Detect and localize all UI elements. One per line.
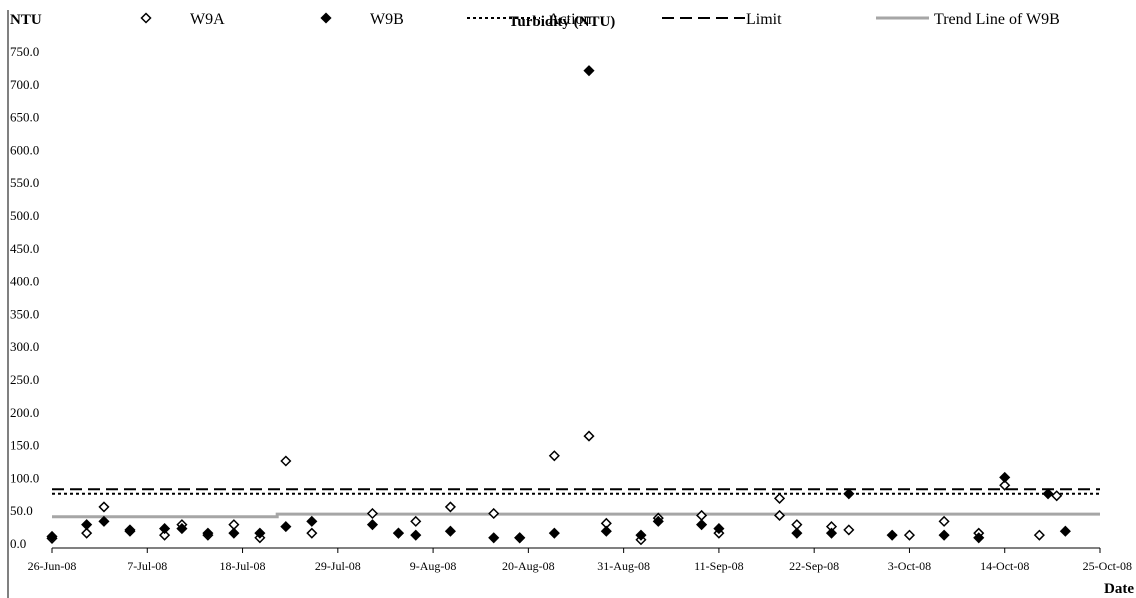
y-tick-label: 750.0 [10, 44, 39, 59]
point-w9b [713, 523, 725, 535]
point-w9a [280, 455, 292, 467]
y-tick-label: 550.0 [10, 175, 39, 190]
point-w9a [999, 479, 1011, 491]
y-tick-label: 200.0 [10, 405, 39, 420]
point-w9b [254, 527, 266, 539]
point-w9a [366, 507, 379, 520]
point-w9b [202, 527, 214, 539]
x-tick-label: 22-Sep-08 [789, 559, 839, 573]
x-tick-label: 7-Jul-08 [127, 559, 167, 573]
y-tick-label: 400.0 [10, 274, 39, 289]
x-tick-label: 26-Jun-08 [28, 559, 77, 573]
x-tick-label: 9-Aug-08 [410, 559, 457, 573]
point-w9b [843, 488, 855, 500]
point-w9a [444, 501, 456, 513]
point-w9b [159, 523, 171, 535]
point-w9b [444, 525, 456, 537]
legend-label: W9B [370, 11, 404, 28]
y-tick-label: 650.0 [10, 110, 39, 125]
x-tick-label: 20-Aug-08 [502, 559, 555, 573]
x-tick-label: 29-Jul-08 [315, 559, 361, 573]
x-tick-label: 11-Sep-08 [694, 559, 744, 573]
point-w9b [46, 530, 58, 543]
x-tick-label: 3-Oct-08 [888, 559, 931, 573]
y-tick-label: 50.0 [10, 503, 33, 518]
point-w9b [825, 527, 838, 539]
point-w9a [81, 527, 93, 539]
point-w9b [886, 529, 898, 541]
point-w9b [514, 532, 526, 544]
point-w9b [98, 515, 110, 527]
point-w9a [1051, 490, 1063, 502]
legend-label: Limit [746, 11, 782, 28]
point-w9a [773, 509, 786, 522]
point-w9a [773, 492, 786, 504]
point-w9b [548, 527, 560, 539]
reference-lines [52, 488, 1100, 519]
y-axis-label: NTU [10, 12, 42, 28]
point-w9b [81, 519, 93, 531]
point-w9b [1042, 488, 1054, 500]
point-w9b [176, 523, 188, 535]
y-tick-label: 100.0 [10, 470, 39, 485]
point-w9b [280, 521, 292, 533]
point-w9b [1059, 525, 1071, 537]
axes: 0.0 50.0 100.0 150.0 200.0 250.0 300.0 350.0 400… [7, 10, 1132, 598]
data-points [46, 65, 1071, 546]
y-tick-label: 250.0 [10, 372, 39, 387]
point-w9b [124, 525, 136, 537]
point-w9a [583, 430, 595, 442]
point-w9a [843, 524, 855, 536]
point-w9a [410, 515, 422, 527]
legend-label: Trend Line of W9B [934, 11, 1060, 28]
y-tick-label: 300.0 [10, 339, 39, 354]
point-w9a [159, 529, 171, 541]
legend-marker-w9a [140, 12, 152, 24]
legend-marker-w9b [320, 12, 332, 24]
point-w9b [583, 65, 595, 77]
point-w9a [1033, 529, 1045, 541]
point-w9a [488, 507, 500, 520]
y-tick-label: 450.0 [10, 241, 39, 256]
series-line-trend-line-of-w9b [52, 512, 1100, 519]
legend-label: Action [548, 11, 592, 28]
point-w9b [696, 519, 708, 531]
y-tick-label: 600.0 [10, 142, 39, 157]
legend-label: W9A [190, 11, 225, 28]
x-axis-label: Date [1104, 581, 1134, 597]
y-tick-label: 700.0 [10, 77, 39, 92]
point-w9b [635, 529, 647, 541]
point-w9b [306, 515, 318, 527]
point-w9b [791, 527, 803, 539]
point-w9b [228, 527, 240, 539]
x-tick-label: 18-Jul-08 [220, 559, 266, 573]
x-tick-label: 25-Oct-08 [1083, 559, 1132, 573]
point-w9a [548, 450, 560, 462]
point-w9b [366, 519, 379, 531]
y-tick-label: 0.0 [10, 536, 26, 551]
point-w9a [306, 527, 318, 539]
point-w9a [903, 529, 916, 541]
y-tick-label: 500.0 [10, 208, 39, 223]
x-tick-label: 14-Oct-08 [980, 559, 1029, 573]
y-tick-label: 350.0 [10, 306, 39, 321]
y-tick-label: 150.0 [10, 438, 39, 453]
x-tick-label: 31-Aug-08 [597, 559, 650, 573]
point-w9a [98, 501, 110, 513]
point-w9b [938, 529, 950, 541]
point-w9b [652, 515, 664, 527]
point-w9b [999, 471, 1011, 483]
legend: W9A W9B Action Limit Trend Line of W9B [140, 11, 1060, 28]
point-w9b [973, 532, 985, 544]
point-w9b [488, 532, 500, 544]
point-w9b [410, 529, 422, 541]
point-w9b [600, 525, 612, 537]
point-w9b [392, 527, 405, 539]
point-w9a [938, 515, 950, 527]
